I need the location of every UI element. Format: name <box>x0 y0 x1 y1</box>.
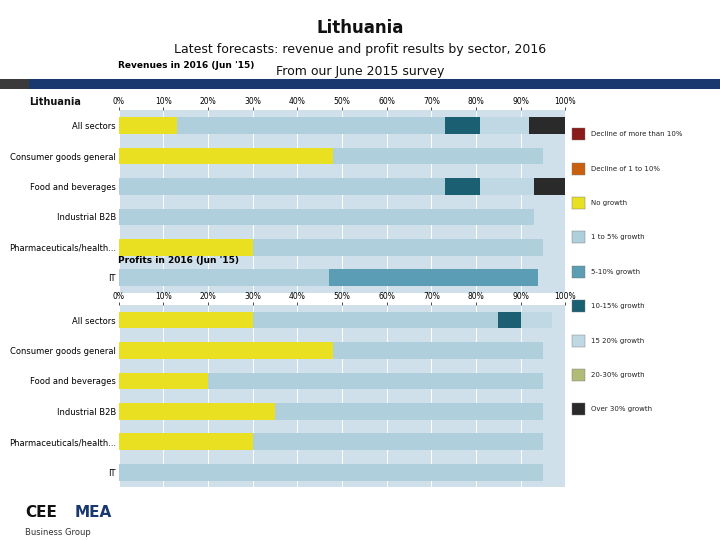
Bar <box>119 178 445 195</box>
Bar <box>445 178 480 195</box>
Bar <box>333 147 543 164</box>
Bar <box>498 312 521 328</box>
Bar <box>253 239 543 255</box>
Bar <box>480 117 529 134</box>
Bar <box>529 117 565 134</box>
Text: Revenues in 2016 (Jun '15): Revenues in 2016 (Jun '15) <box>118 61 255 70</box>
Text: Decline of 1 to 10%: Decline of 1 to 10% <box>591 166 660 172</box>
Text: CEE: CEE <box>25 505 57 520</box>
Bar <box>253 434 543 450</box>
Bar <box>119 403 275 420</box>
Text: No growth: No growth <box>591 200 627 206</box>
Text: Latest forecasts: revenue and profit results by sector, 2016: Latest forecasts: revenue and profit res… <box>174 43 546 56</box>
Bar <box>253 312 498 328</box>
Text: 1 to 5% growth: 1 to 5% growth <box>591 234 644 240</box>
Bar <box>275 403 543 420</box>
Bar <box>119 312 253 328</box>
Text: Over 30% growth: Over 30% growth <box>591 407 652 413</box>
Text: Business Group: Business Group <box>25 528 91 537</box>
Bar <box>119 117 177 134</box>
Bar <box>534 178 565 195</box>
Text: MEA: MEA <box>74 505 112 520</box>
Text: 10-15% growth: 10-15% growth <box>591 303 644 309</box>
Bar <box>328 269 539 286</box>
Bar <box>119 342 333 359</box>
Bar <box>119 208 534 225</box>
Bar <box>119 147 333 164</box>
Text: From our June 2015 survey: From our June 2015 survey <box>276 65 444 78</box>
Bar <box>333 342 543 359</box>
Text: Lithuania: Lithuania <box>316 19 404 37</box>
Bar <box>119 269 328 286</box>
Bar <box>480 178 534 195</box>
Bar <box>521 312 552 328</box>
Text: 5-10% growth: 5-10% growth <box>591 269 640 275</box>
Text: 15 20% growth: 15 20% growth <box>591 338 644 343</box>
Bar <box>119 373 208 389</box>
Bar <box>208 373 543 389</box>
Text: Profits in 2016 (Jun '15): Profits in 2016 (Jun '15) <box>118 256 239 265</box>
Text: 20-30% growth: 20-30% growth <box>591 372 644 378</box>
Bar <box>119 464 543 481</box>
Text: Lithuania: Lithuania <box>29 97 81 107</box>
Bar <box>119 434 253 450</box>
Bar <box>445 117 480 134</box>
Bar <box>177 117 445 134</box>
Bar <box>119 239 253 255</box>
Text: Decline of more than 10%: Decline of more than 10% <box>591 131 683 137</box>
